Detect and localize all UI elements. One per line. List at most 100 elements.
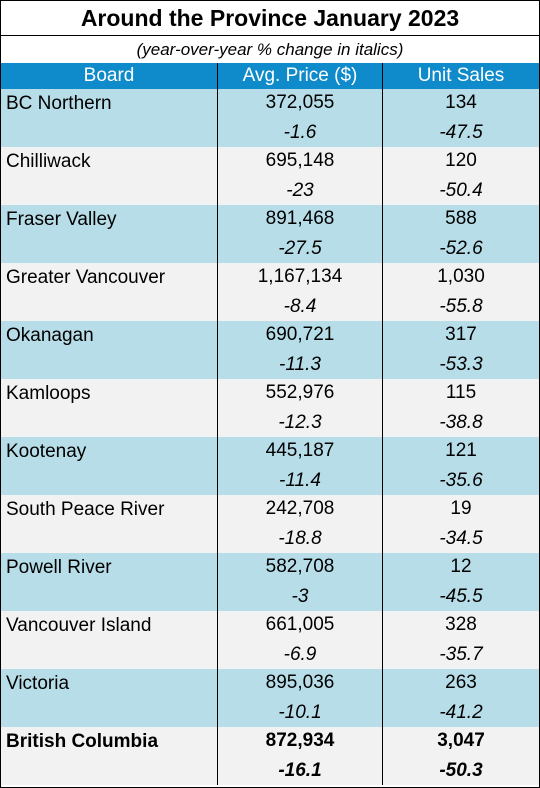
avg-price-cell: 242,708 -18.8 <box>218 495 383 553</box>
unit-sales-cell: 115 -38.8 <box>383 379 539 437</box>
unit-sales-change: -47.5 <box>439 122 483 143</box>
total-row: British Columbia 872,934 -16.1 3,047 -50.3 <box>1 727 539 785</box>
unit-sales-value: 115 <box>445 382 477 403</box>
avg-price-value: 372,055 <box>265 92 335 113</box>
avg-price-cell: 695,148 -23 <box>218 147 383 205</box>
board-name: Kootenay <box>1 437 218 495</box>
table-body: BC Northern 372,055 -1.6 134 -47.5 Chilliwack… <box>1 89 539 785</box>
avg-price-cell: 690,721 -11.3 <box>218 321 383 379</box>
table-row: Kootenay 445,187 -11.4 121 -35.6 <box>1 437 539 495</box>
avg-price-change: -27.5 <box>278 238 322 259</box>
unit-sales-change: -45.5 <box>439 586 483 607</box>
avg-price-change: -18.8 <box>278 528 322 549</box>
table-row: Powell River 582,708 -3 12 -45.5 <box>1 553 539 611</box>
board-name: Victoria <box>1 669 218 727</box>
table-subtitle: (year-over-year % change in italics) <box>136 40 404 59</box>
table-row: Victoria 895,036 -10.1 263 -41.2 <box>1 669 539 727</box>
avg-price-value: 891,468 <box>265 208 335 229</box>
unit-sales-change: -41.2 <box>439 702 483 723</box>
unit-sales-cell: 120 -50.4 <box>383 147 539 205</box>
unit-sales-change: -38.8 <box>439 412 483 433</box>
unit-sales-cell: 328 -35.7 <box>383 611 539 669</box>
unit-sales-change: -55.8 <box>439 296 483 317</box>
unit-sales-cell: 12 -45.5 <box>383 553 539 611</box>
table-header: Board Avg. Price ($) Unit Sales <box>1 63 539 89</box>
unit-sales-value: 1,030 <box>437 266 485 287</box>
avg-price-change: -11.4 <box>279 470 321 491</box>
board-name: Chilliwack <box>1 147 218 205</box>
unit-sales-cell: 588 -52.6 <box>383 205 539 263</box>
unit-sales-change: -50.3 <box>439 760 483 781</box>
avg-price-cell: 372,055 -1.6 <box>218 89 383 147</box>
avg-price-cell: 445,187 -11.4 <box>218 437 383 495</box>
unit-sales-value: 328 <box>445 614 477 635</box>
avg-price-value: 690,721 <box>265 324 335 345</box>
header-board: Board <box>1 63 218 89</box>
unit-sales-value: 120 <box>445 150 477 171</box>
unit-sales-cell: 317 -53.3 <box>383 321 539 379</box>
board-name: British Columbia <box>1 727 218 785</box>
avg-price-cell: 582,708 -3 <box>218 553 383 611</box>
unit-sales-cell: 19 -34.5 <box>383 495 539 553</box>
unit-sales-change: -35.7 <box>439 644 483 665</box>
header-unit-sales: Unit Sales <box>417 65 505 86</box>
avg-price-value: 661,005 <box>265 614 335 635</box>
board-name: Kamloops <box>1 379 218 437</box>
avg-price-value: 445,187 <box>265 440 335 461</box>
avg-price-value: 895,036 <box>265 672 335 693</box>
avg-price-value: 695,148 <box>265 150 335 171</box>
unit-sales-value: 3,047 <box>437 730 485 751</box>
unit-sales-change: -34.5 <box>439 528 483 549</box>
avg-price-value: 872,934 <box>265 730 335 751</box>
table-row: Kamloops 552,976 -12.3 115 -38.8 <box>1 379 539 437</box>
table-row: Greater Vancouver 1,167,134 -8.4 1,030 -55.8 <box>1 263 539 321</box>
table-row: Vancouver Island 661,005 -6.9 328 -35.7 <box>1 611 539 669</box>
unit-sales-cell: 134 -47.5 <box>383 89 539 147</box>
table-row: South Peace River 242,708 -18.8 19 -34.5 <box>1 495 539 553</box>
avg-price-change: -3 <box>291 586 309 607</box>
unit-sales-value: 121 <box>445 440 477 461</box>
avg-price-change: -11.3 <box>279 354 321 375</box>
avg-price-change: -10.1 <box>278 702 322 723</box>
avg-price-change: -23 <box>286 180 314 201</box>
unit-sales-change: -35.6 <box>439 470 483 491</box>
unit-sales-value: 588 <box>445 208 477 229</box>
avg-price-cell: 552,976 -12.3 <box>218 379 383 437</box>
board-name: Powell River <box>1 553 218 611</box>
board-name: BC Northern <box>1 89 218 147</box>
board-name: Vancouver Island <box>1 611 218 669</box>
table-row: BC Northern 372,055 -1.6 134 -47.5 <box>1 89 539 147</box>
board-name: Okanagan <box>1 321 218 379</box>
avg-price-value: 242,708 <box>265 498 335 519</box>
avg-price-value: 582,708 <box>265 556 335 577</box>
avg-price-value: 552,976 <box>265 382 335 403</box>
board-name: Greater Vancouver <box>1 263 218 321</box>
unit-sales-change: -52.6 <box>439 238 483 259</box>
unit-sales-value: 263 <box>445 672 477 693</box>
table-row: Chilliwack 695,148 -23 120 -50.4 <box>1 147 539 205</box>
board-name: South Peace River <box>1 495 218 553</box>
avg-price-cell: 872,934 -16.1 <box>218 727 383 785</box>
unit-sales-value: 134 <box>445 92 477 113</box>
unit-sales-cell: 3,047 -50.3 <box>383 727 539 785</box>
avg-price-value: 1,167,134 <box>257 266 343 287</box>
avg-price-cell: 1,167,134 -8.4 <box>218 263 383 321</box>
avg-price-change: -16.1 <box>278 760 322 781</box>
table-row: Okanagan 690,721 -11.3 317 -53.3 <box>1 321 539 379</box>
unit-sales-cell: 263 -41.2 <box>383 669 539 727</box>
unit-sales-change: -53.3 <box>439 354 483 375</box>
avg-price-change: -12.3 <box>278 412 322 433</box>
unit-sales-change: -50.4 <box>439 180 483 201</box>
unit-sales-value: 19 <box>450 498 472 519</box>
unit-sales-value: 12 <box>450 556 472 577</box>
avg-price-cell: 661,005 -6.9 <box>218 611 383 669</box>
table-row: Fraser Valley 891,468 -27.5 588 -52.6 <box>1 205 539 263</box>
avg-price-change: -6.9 <box>283 644 317 665</box>
header-avg-price: Avg. Price ($) <box>218 63 383 89</box>
avg-price-cell: 895,036 -10.1 <box>218 669 383 727</box>
unit-sales-cell: 1,030 -55.8 <box>383 263 539 321</box>
unit-sales-cell: 121 -35.6 <box>383 437 539 495</box>
avg-price-cell: 891,468 -27.5 <box>218 205 383 263</box>
board-name: Fraser Valley <box>1 205 218 263</box>
